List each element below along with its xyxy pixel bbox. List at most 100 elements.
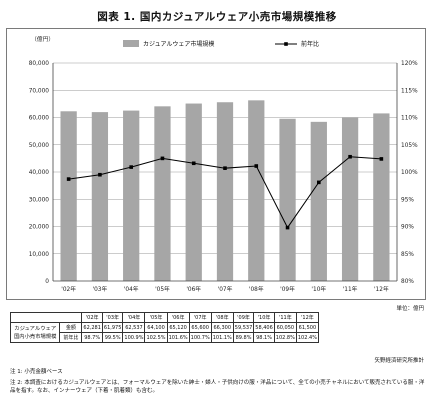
y-right-tick-label: 95% bbox=[401, 197, 414, 203]
table-cell-ratio: 101.6% bbox=[166, 332, 190, 343]
ratio-marker bbox=[285, 225, 290, 230]
table-cell-amount: 61,500 bbox=[295, 322, 319, 333]
y-left-tick-label: 70,000 bbox=[29, 88, 50, 94]
ratio-marker bbox=[98, 172, 102, 177]
bar bbox=[91, 112, 109, 281]
y-right-tick-label: 115% bbox=[401, 88, 418, 94]
table-cell-ratio: 98.7% bbox=[81, 332, 103, 343]
table-cell-ratio: 102.5% bbox=[144, 332, 168, 343]
ratio-marker bbox=[317, 180, 321, 185]
y-left-tick-label: 30,000 bbox=[29, 197, 50, 203]
ratio-marker bbox=[223, 166, 227, 170]
table-row-group-label: カジュアルウェア 国内小売市場規模 bbox=[9, 322, 61, 343]
y-left-tick-label: 10,000 bbox=[29, 252, 50, 258]
table-cell-amount: 62,281 bbox=[81, 322, 103, 333]
ratio-marker bbox=[379, 157, 384, 161]
combo-chart: 0 10,000 20,000 30,000 40,000 50,000 60,000 70,… bbox=[29, 35, 418, 293]
ratio-marker bbox=[160, 156, 165, 161]
table-unit-label: 単位：億円 bbox=[396, 306, 424, 312]
y-left-tick-label: 60,000 bbox=[29, 116, 50, 122]
bar bbox=[310, 121, 327, 281]
legend-swatch-bar bbox=[123, 40, 139, 47]
y-left-tick-label: 20,000 bbox=[29, 225, 50, 231]
bar bbox=[123, 110, 140, 282]
table-cell-amount: 58,406 bbox=[253, 322, 275, 333]
table-header-cell: '09年 bbox=[232, 312, 255, 323]
bar bbox=[248, 100, 265, 282]
table-cell-ratio: 100.9% bbox=[122, 332, 146, 343]
legend-marker bbox=[284, 42, 288, 46]
chart-frame: 0 10,000 20,000 30,000 40,000 50,000 60,000 70,… bbox=[6, 28, 426, 300]
table-header-cell: '03年 bbox=[101, 312, 124, 323]
x-tick-label: '11年 bbox=[343, 285, 358, 293]
table-header-cell: '07年 bbox=[188, 312, 212, 323]
table-cell-ratio: 102.4% bbox=[295, 332, 319, 343]
table-row-amount: カジュアルウェア 国内小売市場規模 金額 62,281 61,975 62,537 6… bbox=[9, 322, 319, 343]
legend-label-line: 前年比 bbox=[301, 40, 319, 48]
y-left-tick-label: 80,000 bbox=[29, 61, 50, 67]
table-row-label-ratio: 前年比 bbox=[59, 332, 83, 343]
ratio-marker bbox=[348, 154, 352, 159]
x-tick-label: '02年 bbox=[61, 285, 76, 293]
table-cell-ratio: 89.8% bbox=[232, 332, 255, 343]
bar bbox=[373, 113, 390, 281]
row-label-line-1: カジュアルウェア bbox=[14, 325, 57, 332]
table-row-ratio: 前年比 98.7% 99.5% 100.9% 102.5% 101.6% 100.7% 10… bbox=[11, 332, 319, 343]
table-cell-amount: 61,975 bbox=[101, 322, 124, 333]
bar bbox=[279, 118, 296, 281]
ratio-marker bbox=[191, 161, 196, 166]
table-header-cell: '05年 bbox=[144, 312, 168, 323]
y-left-tick-label: 40,000 bbox=[29, 170, 50, 176]
y-left-tick-label: 0 bbox=[45, 279, 49, 285]
source-note: 矢野経済研究所推計 bbox=[374, 358, 424, 364]
figure-title: 図表 1. 国内カジュアルウェア小売市場規模推移 bbox=[97, 11, 337, 23]
note-1: 注 1: 小売金額ベース bbox=[10, 369, 63, 375]
bar bbox=[216, 102, 234, 282]
ratio-marker bbox=[66, 177, 71, 181]
bar bbox=[60, 111, 77, 281]
table-cell-amount: 62,537 bbox=[122, 322, 146, 333]
table-corner bbox=[9, 312, 83, 323]
x-tick-label: '05年 bbox=[155, 285, 170, 293]
table-cell-ratio: 99.5% bbox=[101, 332, 124, 343]
table-row-label-amount: 金額 bbox=[59, 322, 83, 333]
y-right-tick-label: 110% bbox=[401, 116, 418, 122]
bar bbox=[154, 106, 171, 281]
table-cell-ratio: 98.1% bbox=[253, 332, 275, 343]
table-cell-ratio: 100.7% bbox=[188, 332, 212, 343]
note-2: 注 2: 本調査におけるカジュアルウェアとは、フォーマルウェアを除いた紳士・婦人… bbox=[10, 380, 425, 394]
bar bbox=[341, 117, 359, 282]
x-tick-label: '12年 bbox=[374, 285, 389, 293]
table-header-row: '02年 '03年 '04年 '05年 '06年 '07年 '08年 '09年 '10年 '11年… bbox=[9, 312, 319, 323]
table-header-cell: '04年 bbox=[122, 312, 146, 323]
ratio-marker bbox=[129, 165, 133, 169]
x-tick-label: '04年 bbox=[124, 285, 139, 293]
table-header-cell: '11年 bbox=[273, 312, 297, 323]
bar bbox=[185, 103, 202, 281]
table-cell-amount: 64,100 bbox=[144, 322, 168, 333]
x-tick-label: '06年 bbox=[186, 285, 201, 293]
x-tick-label: '09年 bbox=[280, 285, 295, 293]
y-left-tick-label: 50,000 bbox=[29, 143, 50, 149]
y-right-tick-label: 100% bbox=[401, 170, 418, 176]
table-cell-amount: 65,600 bbox=[188, 322, 212, 333]
table-cell-ratio: 102.8% bbox=[273, 332, 297, 343]
y-right-tick-label: 105% bbox=[401, 143, 418, 149]
x-tick-label: '03年 bbox=[93, 285, 108, 293]
table-header-cell: '06年 bbox=[166, 312, 190, 323]
table-cell-amount: 60,050 bbox=[273, 322, 297, 333]
table-header-cell: '02年 bbox=[81, 312, 103, 323]
y-right-tick-label: 80% bbox=[401, 279, 414, 285]
y-right-tick-label: 85% bbox=[401, 252, 414, 258]
legend-label-bar: カジュアルウェア市場規模 bbox=[143, 40, 214, 48]
data-table: '02年 '03年 '04年 '05年 '06年 '07年 '08年 '09年 '10年 '11年… bbox=[9, 312, 319, 343]
table-header-cell: '08年 bbox=[210, 312, 234, 323]
ratio-marker bbox=[254, 164, 259, 168]
table-header-cell: '12年 bbox=[295, 312, 319, 323]
table-cell-ratio: 101.1% bbox=[210, 332, 234, 343]
table-cell-amount: 59,537 bbox=[232, 322, 255, 333]
table-header-cell: '10年 bbox=[253, 312, 275, 323]
x-tick-label: '07年 bbox=[218, 285, 233, 293]
table-cell-amount: 65,120 bbox=[166, 322, 190, 333]
x-tick-label: '08年 bbox=[249, 285, 264, 293]
